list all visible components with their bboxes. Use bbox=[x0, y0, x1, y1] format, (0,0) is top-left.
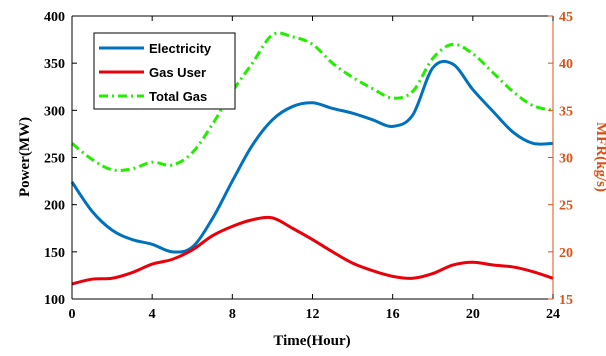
tick-labels: 0 4 8 12 16 20 24 100 150 200 250 300 350 400 15 20 25 30… bbox=[44, 10, 573, 322]
series-layer bbox=[70, 31, 554, 286]
y-tick-label: 250 bbox=[44, 152, 65, 167]
legend-label-electricity: Electricity bbox=[149, 41, 212, 56]
x-tick-label: 4 bbox=[149, 307, 156, 322]
x-tick-label: 24 bbox=[546, 307, 560, 322]
y-tick-label: 100 bbox=[44, 293, 65, 308]
series-line-gas-user bbox=[71, 215, 554, 286]
y-tick-label: 350 bbox=[44, 57, 65, 72]
x-tick-label: 0 bbox=[69, 307, 76, 322]
y-tick-label: 400 bbox=[44, 10, 65, 25]
y2-tick-label: 45 bbox=[559, 10, 573, 25]
y-axis-title: Power(MW) bbox=[17, 117, 33, 197]
legend-label-total-gas: Total Gas bbox=[149, 89, 207, 104]
x-tick-label: 16 bbox=[386, 307, 400, 322]
y2-axis-title: MFR(kg/s) bbox=[593, 122, 606, 192]
y2-tick-label: 40 bbox=[559, 57, 573, 72]
y-tick-label: 300 bbox=[44, 104, 65, 119]
y-tick-label: 150 bbox=[44, 246, 65, 261]
legend-label-gas-user: Gas User bbox=[149, 65, 206, 80]
y2-tick-label: 35 bbox=[559, 104, 573, 119]
y2-tick-label: 15 bbox=[559, 293, 573, 308]
x-axis-title: Time(Hour) bbox=[273, 333, 350, 349]
legend: Electricity Gas User Total Gas bbox=[93, 32, 236, 110]
x-tick-label: 20 bbox=[466, 307, 480, 322]
y-tick-label: 200 bbox=[44, 199, 65, 214]
series-line-total-gas bbox=[71, 31, 554, 172]
axes-layer bbox=[71, 15, 554, 300]
y2-tick-label: 25 bbox=[559, 199, 573, 214]
x-tick-label: 12 bbox=[306, 307, 320, 322]
series-line-electricity bbox=[70, 59, 554, 254]
y2-tick-label: 30 bbox=[559, 152, 573, 167]
y2-tick-label: 20 bbox=[559, 246, 573, 261]
x-tick-label: 8 bbox=[229, 307, 236, 322]
